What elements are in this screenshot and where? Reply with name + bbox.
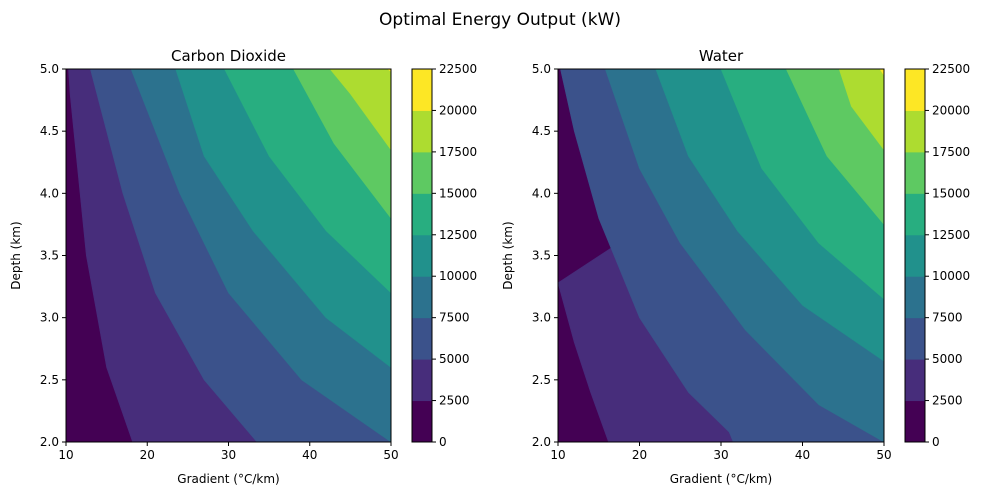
y-tick-label: 5.0 (532, 62, 551, 76)
y-tick-label: 2.0 (532, 435, 551, 449)
colorbar-tick-label: 10000 (932, 269, 970, 283)
x-tick-label: 10 (58, 448, 73, 462)
y-tick-label: 2.0 (40, 435, 59, 449)
colorbar-segment (412, 234, 432, 277)
panel-carbon-dioxide: Carbon Dioxide 10 20 30 40 50 2.0 2.5 3.0 3.5 4.0 4… (9, 47, 477, 486)
contour-band-6 (293, 69, 391, 442)
colorbar-tick-label: 0 (932, 435, 940, 449)
y-tick-label: 3.5 (532, 249, 551, 263)
colorbar-segment (905, 317, 925, 360)
colorbar-tick-label: 22500 (932, 62, 970, 76)
colorbar-tick-label: 12500 (932, 228, 970, 242)
x-tick-label: 50 (383, 448, 398, 462)
colorbar: 0 2500 5000 7500 10000 12500 15000 17500 20000 22… (411, 62, 477, 449)
colorbar-tick-label: 5000 (439, 352, 470, 366)
colorbar-segment (412, 69, 432, 111)
y-axis-label: Depth (km) (9, 221, 23, 289)
y-tick-label: 3.5 (40, 249, 59, 263)
y-tick-label: 3.0 (532, 311, 551, 325)
contour-fills (66, 69, 391, 442)
colorbar-segment (412, 276, 432, 319)
colorbar-tick-label: 17500 (932, 145, 970, 159)
colorbar-tick-label: 12500 (439, 228, 477, 242)
colorbar-segment (412, 193, 432, 236)
x-tick-label: 20 (632, 448, 647, 462)
colorbar-tick-label: 2500 (439, 394, 470, 408)
colorbar-tick-label: 5000 (932, 352, 963, 366)
panel-title: Carbon Dioxide (171, 47, 286, 65)
contour-band-7 (838, 69, 884, 442)
colorbar-segment (905, 110, 925, 153)
x-axis-label: Gradient (°C/km) (177, 472, 279, 486)
colorbar-segment (905, 400, 925, 443)
colorbar-segment (412, 317, 432, 360)
colorbar-tick-label: 17500 (439, 145, 477, 159)
x-tick-label: 30 (713, 448, 728, 462)
colorbar-tick-label: 0 (439, 435, 447, 449)
colorbar-frame (411, 68, 433, 443)
x-tick-label: 50 (876, 448, 891, 462)
y-tick-label: 3.0 (40, 311, 59, 325)
colorbar-segment (412, 151, 432, 194)
colorbar-tick-label: 7500 (439, 311, 470, 325)
colorbar-tick-label: 2500 (932, 394, 963, 408)
colorbar-segment (905, 193, 925, 236)
x-tick-label: 10 (550, 448, 565, 462)
colorbar-segment (905, 151, 925, 194)
colorbar: 0 2500 5000 7500 10000 12500 15000 17500 20000 22… (904, 62, 970, 449)
colorbar-tick-label: 10000 (439, 269, 477, 283)
contour-band-7 (329, 69, 391, 442)
colorbar-tick-label: 15000 (439, 186, 477, 200)
x-tick-label: 30 (221, 448, 236, 462)
y-tick-label: 2.5 (40, 373, 59, 387)
colorbar-tick-label: 15000 (932, 186, 970, 200)
colorbar-segment (412, 400, 432, 443)
colorbar-segment (412, 110, 432, 153)
colorbar-tick-label: 7500 (932, 311, 963, 325)
y-axis-label: Depth (km) (501, 221, 515, 289)
figure-title: Optimal Energy Output (kW) (379, 10, 621, 30)
colorbar-segment (412, 359, 432, 402)
y-tick-label: 2.5 (532, 373, 551, 387)
y-tick-label: 4.5 (40, 124, 59, 138)
y-tick-label: 4.0 (40, 186, 59, 200)
colorbar-segment (905, 69, 925, 111)
y-tick-label: 4.0 (532, 186, 551, 200)
x-tick-label: 20 (140, 448, 155, 462)
y-tick-label: 5.0 (40, 62, 59, 76)
contour-fills (558, 69, 884, 442)
colorbar-segment (905, 234, 925, 277)
x-axis-label: Gradient (°C/km) (670, 472, 772, 486)
colorbar-frame (904, 68, 926, 443)
x-tick-label: 40 (795, 448, 810, 462)
panel-title: Water (699, 47, 744, 65)
colorbar-segment (905, 276, 925, 319)
contour-band-6 (785, 69, 884, 442)
panel-water: Water 10 20 30 40 50 2.0 2.5 3.0 3.5 4.0 4.5 5.0 Grad… (501, 47, 970, 486)
y-tick-label: 4.5 (532, 124, 551, 138)
colorbar-tick-label: 20000 (439, 103, 477, 117)
colorbar-segment (905, 359, 925, 402)
x-tick-label: 40 (302, 448, 317, 462)
colorbar-tick-label: 22500 (439, 62, 477, 76)
colorbar-tick-label: 20000 (932, 103, 970, 117)
